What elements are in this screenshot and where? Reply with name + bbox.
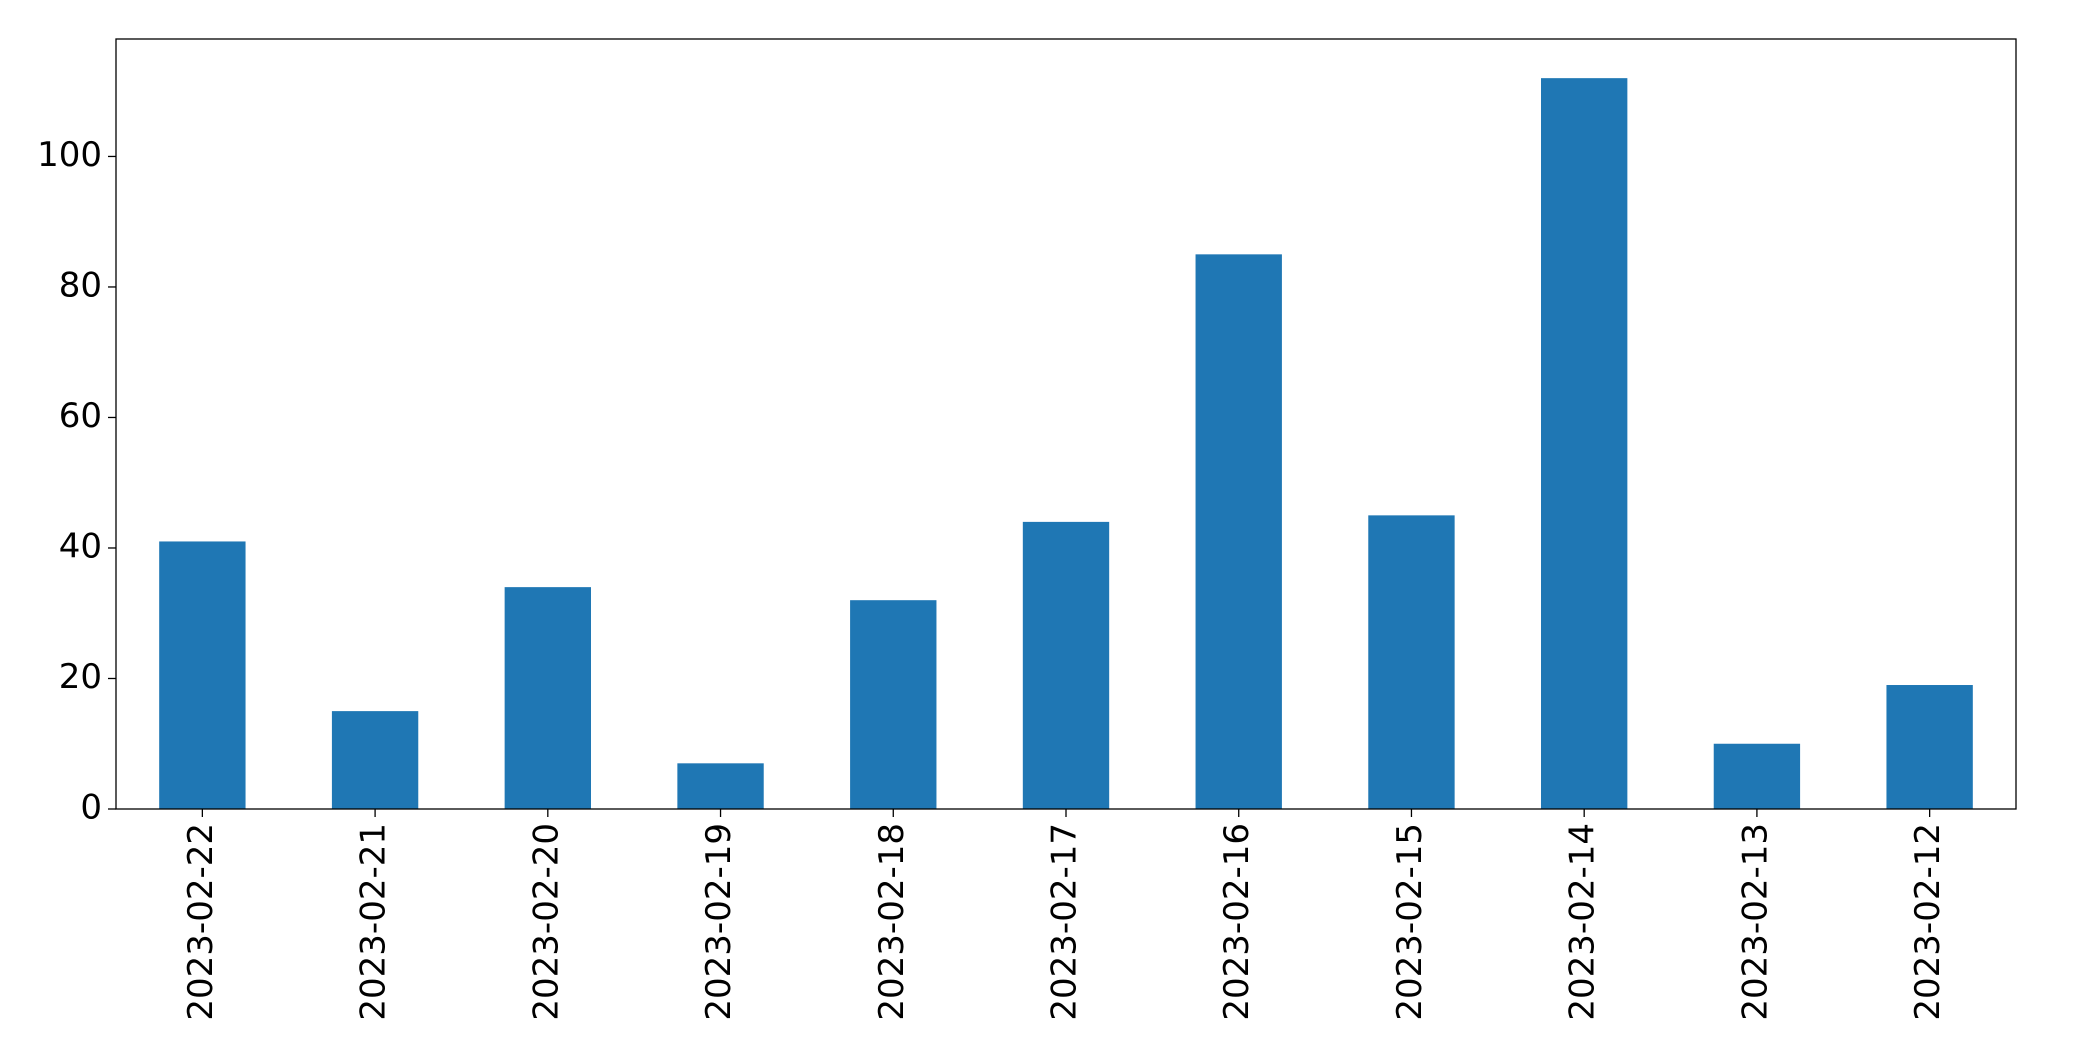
- bar: [1541, 78, 1628, 810]
- x-tick-label: 2023-02-14: [1563, 823, 1603, 1021]
- bar: [159, 541, 246, 809]
- x-tick-label: 2023-02-19: [699, 823, 739, 1021]
- y-tick-label: 80: [59, 265, 102, 305]
- x-tick-label: 2023-02-12: [1908, 823, 1948, 1021]
- y-tick-label: 60: [59, 396, 102, 436]
- x-tick-label: 2023-02-22: [181, 823, 221, 1021]
- bar: [1022, 521, 1110, 809]
- y-tick-label: 100: [37, 135, 102, 175]
- bar: [1886, 685, 1973, 809]
- x-tick-label: 2023-02-15: [1390, 823, 1430, 1021]
- x-tick-label: 2023-02-18: [872, 823, 912, 1021]
- bar: [850, 600, 937, 809]
- x-tick-label: 2023-02-20: [526, 823, 566, 1021]
- bar: [677, 763, 764, 809]
- x-tick-label: 2023-02-21: [354, 823, 394, 1021]
- y-tick-label: 0: [80, 788, 102, 828]
- bar: [1713, 743, 1801, 809]
- x-tick-label: 2023-02-17: [1045, 823, 1085, 1021]
- y-tick-label: 40: [59, 526, 102, 566]
- x-tick-label: 2023-02-13: [1735, 823, 1775, 1021]
- bar: [331, 711, 419, 809]
- bar: [504, 587, 591, 809]
- y-tick-label: 20: [59, 657, 102, 697]
- bar: [1368, 515, 1455, 809]
- bar: [1195, 254, 1282, 809]
- x-tick-label: 2023-02-16: [1217, 823, 1257, 1021]
